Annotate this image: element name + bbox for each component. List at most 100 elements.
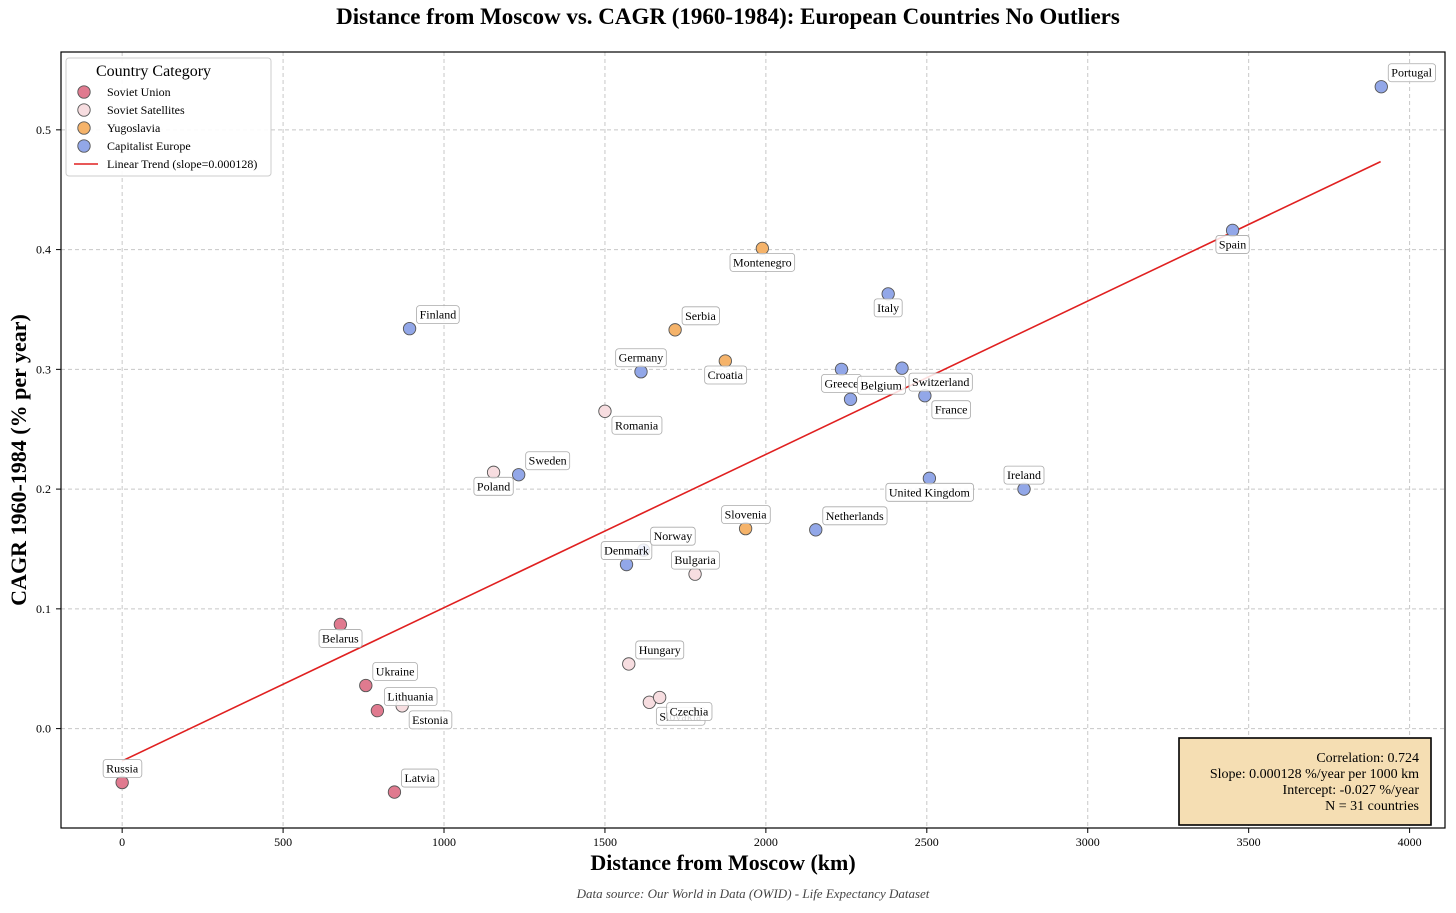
point-label-text: Greece xyxy=(825,376,859,390)
legend-marker xyxy=(77,85,91,99)
point-label-box xyxy=(1215,235,1250,254)
point-label-box xyxy=(650,526,696,546)
point-label: Bulgaria xyxy=(671,550,720,570)
point-label: Portugal xyxy=(1387,63,1437,83)
trend-line xyxy=(121,160,1381,762)
point-label-text: Croatia xyxy=(708,368,744,382)
point-label-text: France xyxy=(935,403,968,417)
point-label-text: Bulgaria xyxy=(674,553,716,567)
stats-line: Correlation: 0.724 xyxy=(1316,751,1419,766)
point-label: Switzerland xyxy=(908,372,973,392)
data-point xyxy=(486,465,501,479)
point-label: Poland xyxy=(473,476,514,496)
x-tick-label: 1500 xyxy=(593,835,617,849)
point-label-box xyxy=(885,482,974,502)
point-label-text: Hungary xyxy=(639,643,681,657)
y-tick-label: 0.1 xyxy=(36,602,51,616)
point-label-text: United Kingdom xyxy=(889,485,971,499)
data-point xyxy=(387,785,402,799)
point-label-box xyxy=(635,640,685,660)
y-tick-label: 0.2 xyxy=(36,482,51,496)
data-point xyxy=(738,521,753,536)
plot-frame xyxy=(60,51,1446,829)
point-label-box xyxy=(666,702,713,721)
legend-frame xyxy=(65,57,272,177)
point-label: Belgium xyxy=(857,375,906,395)
source-note: Data source: Our World in Data (OWID) - … xyxy=(576,886,930,901)
point-label-text: Czechia xyxy=(670,704,709,718)
legend-marker xyxy=(77,121,91,135)
point-label-box xyxy=(721,505,771,525)
point-label-text: Germany xyxy=(619,351,664,365)
data-point xyxy=(598,404,612,418)
data-point xyxy=(843,392,858,406)
point-label: Ukraine xyxy=(372,662,418,681)
point-label-box xyxy=(1387,63,1437,83)
point-label-text: Finland xyxy=(420,308,457,322)
point-label-text: Romania xyxy=(615,418,659,432)
point-label-box xyxy=(372,662,418,681)
y-tick-label: 0.0 xyxy=(36,722,51,736)
point-label: Montenegro xyxy=(729,252,796,272)
point-label-text: Belarus xyxy=(322,631,359,645)
data-point xyxy=(359,678,373,693)
data-point xyxy=(922,471,937,485)
point-label-box xyxy=(401,768,440,788)
point-label-box xyxy=(408,710,453,730)
point-label: Romania xyxy=(611,415,663,435)
y-tick-label: 0.5 xyxy=(36,123,51,137)
point-label: Spain xyxy=(1215,235,1250,254)
point-label-box xyxy=(704,365,748,385)
legend-entry: Linear Trend (slope=0.000128) xyxy=(107,157,257,171)
points-layer xyxy=(115,80,1388,799)
point-label-text: Latvia xyxy=(404,771,435,785)
point-label: Slovenia xyxy=(721,505,771,525)
x-tick-label: 2000 xyxy=(754,835,778,849)
data-point xyxy=(619,557,634,572)
point-label-box xyxy=(873,298,903,318)
point-label-box xyxy=(102,759,143,778)
point-label: Denmark xyxy=(600,541,653,560)
data-point xyxy=(402,321,417,336)
grid-layer xyxy=(61,52,1445,828)
point-label: Russia xyxy=(102,759,143,778)
data-point xyxy=(718,354,732,368)
point-label: Lithuania xyxy=(383,687,438,707)
data-point xyxy=(809,523,823,537)
data-point xyxy=(834,362,849,376)
point-label-text: Montenegro xyxy=(733,255,792,269)
data-point xyxy=(1374,80,1388,94)
data-point xyxy=(512,468,526,482)
point-label-box xyxy=(822,506,888,526)
point-label-text: Sweden xyxy=(529,454,567,468)
point-label: Finland xyxy=(416,305,460,325)
point-label-box xyxy=(600,541,653,560)
x-axis-title: Distance from Moscow (km) xyxy=(590,850,855,875)
point-label-box xyxy=(908,372,973,392)
point-label: Latvia xyxy=(401,768,440,788)
point-label: Croatia xyxy=(704,365,748,385)
legend-entry: Yugoslavia xyxy=(107,121,161,135)
point-label-text: Italy xyxy=(877,301,899,315)
point-label-box xyxy=(416,305,460,325)
legend-entry: Capitalist Europe xyxy=(107,139,191,153)
point-label-text: Denmark xyxy=(604,544,649,558)
x-tick-label: 2500 xyxy=(915,835,939,849)
data-point xyxy=(895,361,909,375)
point-label-box xyxy=(318,629,363,648)
x-tick-label: 1000 xyxy=(432,835,456,849)
data-point xyxy=(881,287,895,301)
legend-marker xyxy=(77,139,91,153)
point-label-text: Serbia xyxy=(685,309,716,323)
point-label-text: Ireland xyxy=(1007,468,1041,482)
point-label: Norway xyxy=(650,526,696,546)
point-label-text: Portugal xyxy=(1391,66,1432,80)
point-label-text: Norway xyxy=(654,529,693,543)
point-label: United Kingdom xyxy=(885,482,974,502)
data-point xyxy=(622,657,636,671)
trend-layer xyxy=(121,160,1381,762)
point-label-box xyxy=(473,476,514,496)
point-label-box xyxy=(931,400,971,420)
point-label-text: Switzerland xyxy=(912,375,969,389)
x-tick-label: 500 xyxy=(274,835,292,849)
